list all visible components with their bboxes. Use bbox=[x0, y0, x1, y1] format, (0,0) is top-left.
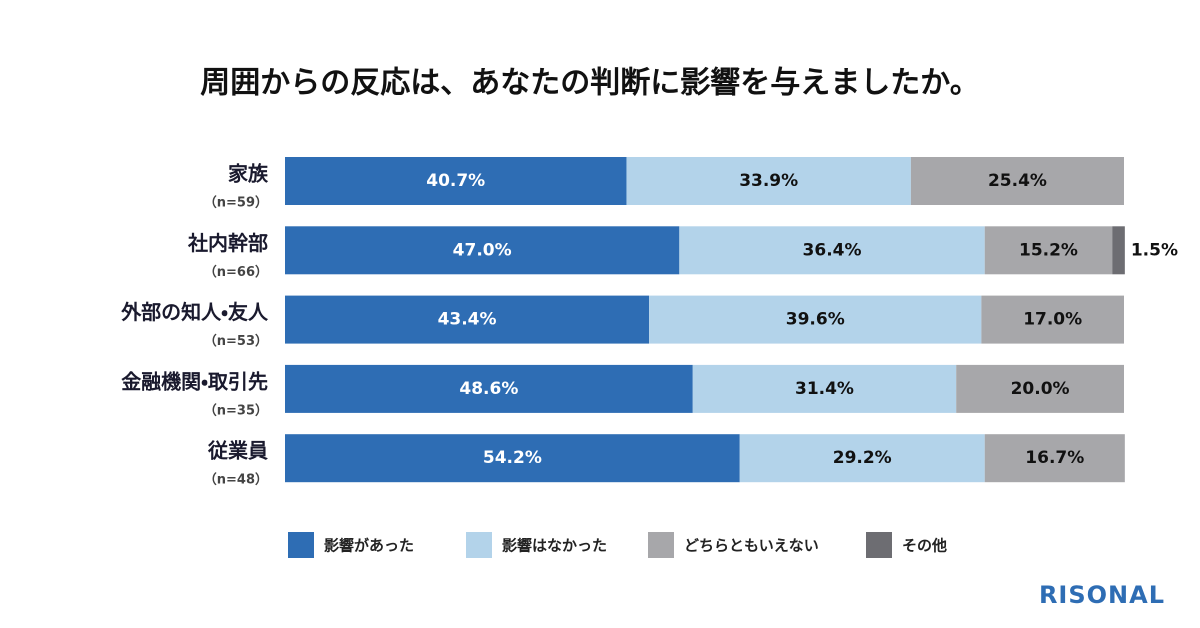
legend-swatch bbox=[648, 532, 674, 558]
bar-segment bbox=[285, 434, 740, 483]
chart-title: 周囲からの反応は、あなたの判断に影響を与えましたか。 bbox=[200, 66, 979, 101]
category-label: 金融機関・取引先 bbox=[121, 369, 268, 393]
value-label: 54.2% bbox=[483, 448, 542, 468]
value-label: 17.0% bbox=[1023, 310, 1082, 330]
bar-segment bbox=[285, 226, 680, 275]
bar-segment bbox=[285, 364, 693, 413]
value-label: 20.0% bbox=[1011, 379, 1070, 399]
bar-segment bbox=[285, 295, 650, 344]
category-note: （n=35） bbox=[204, 402, 268, 418]
legend-label: 影響があった bbox=[324, 537, 414, 555]
value-label: 43.4% bbox=[438, 310, 497, 330]
bar-segment bbox=[984, 226, 1113, 275]
category-label: 外部の知人・友人 bbox=[120, 300, 269, 324]
bar-segment bbox=[692, 364, 957, 413]
bar-segment bbox=[679, 226, 985, 275]
bar-segment bbox=[739, 434, 985, 483]
category-label: 社内幹部 bbox=[187, 231, 268, 255]
value-label: 47.0% bbox=[453, 240, 512, 260]
category-note: （n=59） bbox=[204, 195, 268, 211]
bar-segment bbox=[984, 434, 1125, 483]
bar-segment bbox=[956, 364, 1124, 413]
legend-swatch bbox=[466, 532, 492, 558]
legend-label: 影響はなかった bbox=[502, 537, 607, 555]
value-label: 29.2% bbox=[833, 448, 892, 468]
bar-segment bbox=[626, 157, 911, 205]
category-note: （n=66） bbox=[204, 264, 268, 280]
bar-segment bbox=[981, 295, 1124, 344]
value-label: 36.4% bbox=[803, 240, 862, 260]
value-label: 25.4% bbox=[988, 171, 1047, 191]
legend-swatch bbox=[866, 532, 892, 558]
legend-label: どちらともいえない bbox=[684, 537, 819, 555]
logo: RISONAL bbox=[1039, 581, 1165, 609]
value-label: 15.2% bbox=[1019, 240, 1078, 260]
value-label: 16.7% bbox=[1025, 448, 1084, 468]
category-note: （n=48） bbox=[204, 472, 268, 488]
bar-segment bbox=[1112, 226, 1125, 275]
legend-label: その他 bbox=[902, 537, 947, 555]
legend-swatch bbox=[288, 532, 314, 558]
category-note: （n=53） bbox=[204, 333, 268, 349]
category-label: 従業員 bbox=[207, 439, 268, 463]
value-label: 33.9% bbox=[739, 171, 798, 191]
category-label: 家族 bbox=[228, 162, 269, 186]
bar-segment bbox=[649, 295, 982, 344]
bar-segment bbox=[910, 157, 1124, 205]
value-label: 48.6% bbox=[459, 379, 518, 399]
value-label: 1.5% bbox=[1131, 240, 1178, 260]
value-label: 39.6% bbox=[786, 310, 845, 330]
value-label: 31.4% bbox=[795, 379, 854, 399]
value-label: 40.7% bbox=[426, 171, 485, 191]
bar-segment bbox=[285, 157, 627, 205]
